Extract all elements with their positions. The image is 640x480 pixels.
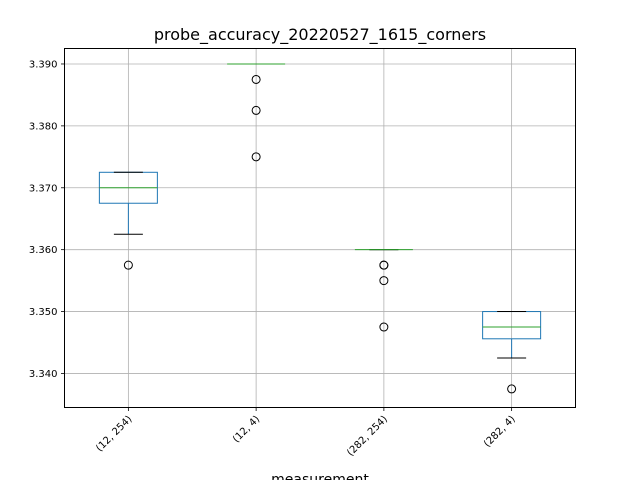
- outlier-point: [251, 74, 261, 84]
- chart-title: probe_accuracy_20220527_1615_corners: [154, 25, 486, 45]
- outlier-point: [251, 105, 261, 115]
- x-axis-label: measurement: [271, 472, 369, 480]
- y-tick-label: 3.350: [29, 307, 58, 318]
- outlier-point: [507, 384, 517, 394]
- outlier-point: [251, 152, 261, 162]
- boxplot-group: [354, 249, 413, 332]
- y-tick-label: 3.340: [29, 369, 58, 380]
- boxplot-group: [482, 311, 542, 394]
- y-tick-label: 3.390: [29, 59, 58, 70]
- y-tick-label: 3.370: [29, 183, 58, 194]
- outlier-point: [123, 260, 133, 270]
- boxplot-group: [98, 171, 158, 270]
- y-tick-label: 3.380: [29, 121, 58, 132]
- plot-frame: [64, 48, 576, 408]
- boxplot-group: [227, 63, 286, 162]
- box-layer: [98, 63, 542, 394]
- outlier-point: [379, 322, 389, 332]
- outlier-point: [379, 260, 389, 270]
- outlier-point: [379, 276, 389, 286]
- y-tick-label: 3.360: [29, 245, 58, 256]
